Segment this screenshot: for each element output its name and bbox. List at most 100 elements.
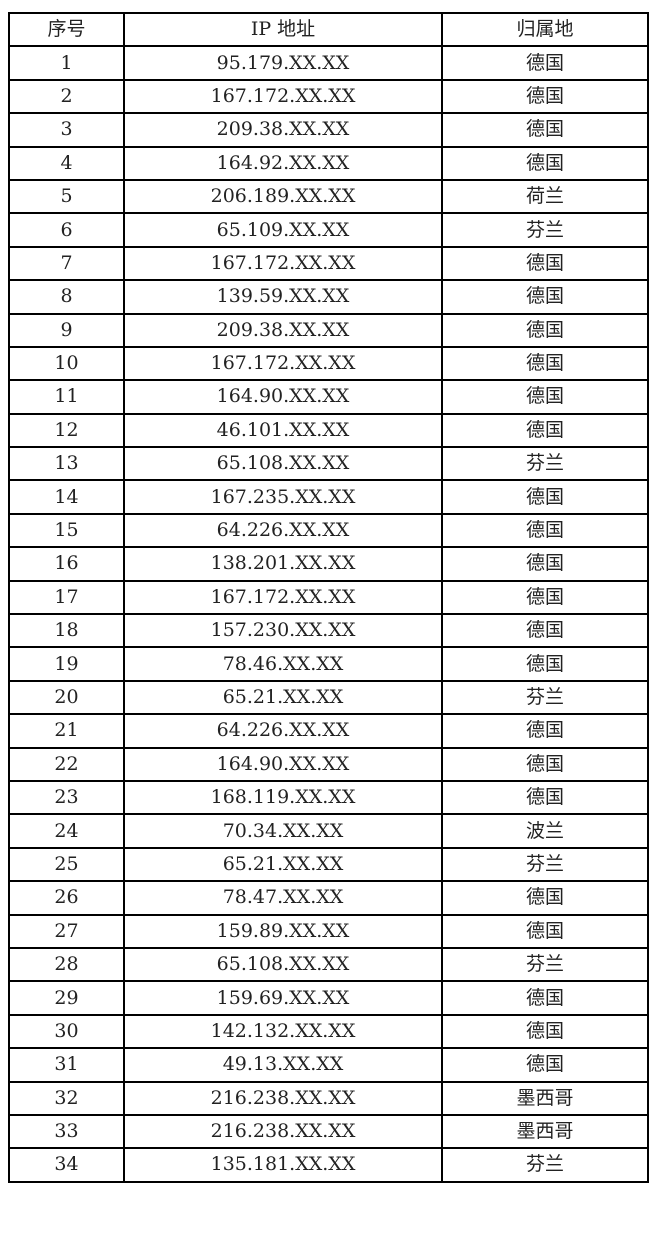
cell-location: 德国 <box>441 379 649 415</box>
cell-ip: 167.172.XX.XX <box>123 78 443 115</box>
table-row: 13 65.108.XX.XX 芬兰 <box>8 446 649 482</box>
cell-ip: 167.172.XX.XX <box>123 579 443 616</box>
cell-ip: 49.13.XX.XX <box>123 1047 443 1083</box>
cell-ip: 65.109.XX.XX <box>123 212 443 248</box>
cell-index: 27 <box>8 913 125 949</box>
cell-ip: 167.235.XX.XX <box>123 479 443 515</box>
cell-ip: 139.59.XX.XX <box>123 279 443 315</box>
table-row: 28 65.108.XX.XX 芬兰 <box>8 946 649 983</box>
cell-ip: 70.34.XX.XX <box>123 813 443 849</box>
cell-ip: 159.89.XX.XX <box>123 913 443 949</box>
table-row: 18 157.230.XX.XX 德国 <box>8 613 649 649</box>
ip-table: 序号 IP 地址 归属地 1 95.179.XX.XX 德国 2 167.172.XX.… <box>8 11 649 1183</box>
cell-location: 墨西哥 <box>441 1113 649 1150</box>
cell-index: 14 <box>8 479 125 515</box>
cell-location: 芬兰 <box>441 946 649 983</box>
cell-ip: 209.38.XX.XX <box>123 112 443 148</box>
cell-location: 德国 <box>441 412 649 449</box>
table-row: 31 49.13.XX.XX 德国 <box>8 1047 649 1083</box>
cell-location: 德国 <box>441 880 649 916</box>
cell-ip: 164.90.XX.XX <box>123 746 443 782</box>
cell-location: 德国 <box>441 245 649 282</box>
cell-ip: 216.238.XX.XX <box>123 1080 443 1116</box>
table-row: 21 64.226.XX.XX 德国 <box>8 713 649 749</box>
cell-index: 32 <box>8 1080 125 1116</box>
table-row: 11 164.90.XX.XX 德国 <box>8 379 649 415</box>
table-row: 3 209.38.XX.XX 德国 <box>8 112 649 148</box>
table-row: 24 70.34.XX.XX 波兰 <box>8 813 649 849</box>
cell-location: 德国 <box>441 1013 649 1050</box>
table-row: 22 164.90.XX.XX 德国 <box>8 746 649 782</box>
cell-index: 12 <box>8 412 125 449</box>
cell-index: 16 <box>8 546 125 582</box>
cell-location: 德国 <box>441 980 649 1016</box>
cell-location: 德国 <box>441 913 649 949</box>
cell-index: 15 <box>8 512 125 549</box>
table-row: 26 78.47.XX.XX 德国 <box>8 880 649 916</box>
cell-ip: 216.238.XX.XX <box>123 1113 443 1150</box>
cell-index: 30 <box>8 1013 125 1050</box>
cell-ip: 65.108.XX.XX <box>123 946 443 983</box>
cell-location: 芬兰 <box>441 212 649 248</box>
table-row: 15 64.226.XX.XX 德国 <box>8 512 649 549</box>
header-ip: IP 地址 <box>123 11 443 48</box>
table-row: 6 65.109.XX.XX 芬兰 <box>8 212 649 248</box>
cell-ip: 65.21.XX.XX <box>123 679 443 716</box>
cell-index: 7 <box>8 245 125 282</box>
cell-location: 德国 <box>441 1047 649 1083</box>
cell-location: 墨西哥 <box>441 1080 649 1116</box>
cell-index: 9 <box>8 312 125 348</box>
cell-index: 3 <box>8 112 125 148</box>
cell-index: 11 <box>8 379 125 415</box>
cell-location: 德国 <box>441 512 649 549</box>
table-row: 1 95.179.XX.XX 德国 <box>8 45 649 81</box>
table-body: 1 95.179.XX.XX 德国 2 167.172.XX.XX 德国 3 209.38.X… <box>8 45 649 1183</box>
header-location: 归属地 <box>441 11 649 48</box>
cell-index: 28 <box>8 946 125 983</box>
cell-location: 芬兰 <box>441 446 649 482</box>
cell-location: 德国 <box>441 779 649 816</box>
cell-location: 德国 <box>441 613 649 649</box>
cell-location: 德国 <box>441 279 649 315</box>
cell-ip: 159.69.XX.XX <box>123 980 443 1016</box>
cell-ip: 164.92.XX.XX <box>123 145 443 181</box>
cell-index: 26 <box>8 880 125 916</box>
cell-location: 德国 <box>441 746 649 782</box>
table-row: 14 167.235.XX.XX 德国 <box>8 479 649 515</box>
cell-index: 2 <box>8 78 125 115</box>
cell-index: 20 <box>8 679 125 716</box>
table-row: 12 46.101.XX.XX 德国 <box>8 412 649 449</box>
cell-location: 德国 <box>441 45 649 81</box>
cell-location: 荷兰 <box>441 178 649 215</box>
table-row: 16 138.201.XX.XX 德国 <box>8 546 649 582</box>
cell-ip: 164.90.XX.XX <box>123 379 443 415</box>
cell-index: 34 <box>8 1147 125 1183</box>
table-row: 33 216.238.XX.XX 墨西哥 <box>8 1113 649 1150</box>
cell-ip: 138.201.XX.XX <box>123 546 443 582</box>
table-row: 23 168.119.XX.XX 德国 <box>8 779 649 816</box>
cell-index: 4 <box>8 145 125 181</box>
cell-index: 25 <box>8 846 125 883</box>
table-row: 34 135.181.XX.XX 芬兰 <box>8 1147 649 1183</box>
table-row: 17 167.172.XX.XX 德国 <box>8 579 649 616</box>
cell-ip: 209.38.XX.XX <box>123 312 443 348</box>
cell-index: 18 <box>8 613 125 649</box>
cell-ip: 64.226.XX.XX <box>123 512 443 549</box>
table-row: 27 159.89.XX.XX 德国 <box>8 913 649 949</box>
cell-location: 德国 <box>441 312 649 348</box>
cell-index: 17 <box>8 579 125 616</box>
cell-ip: 206.189.XX.XX <box>123 178 443 215</box>
cell-location: 芬兰 <box>441 846 649 883</box>
table-row: 32 216.238.XX.XX 墨西哥 <box>8 1080 649 1116</box>
table-row: 4 164.92.XX.XX 德国 <box>8 145 649 181</box>
cell-ip: 46.101.XX.XX <box>123 412 443 449</box>
cell-index: 24 <box>8 813 125 849</box>
table-row: 5 206.189.XX.XX 荷兰 <box>8 178 649 215</box>
cell-ip: 65.108.XX.XX <box>123 446 443 482</box>
cell-index: 33 <box>8 1113 125 1150</box>
table-row: 10 167.172.XX.XX 德国 <box>8 345 649 382</box>
cell-location: 芬兰 <box>441 1147 649 1183</box>
cell-index: 5 <box>8 178 125 215</box>
table-row: 25 65.21.XX.XX 芬兰 <box>8 846 649 883</box>
cell-location: 德国 <box>441 479 649 515</box>
